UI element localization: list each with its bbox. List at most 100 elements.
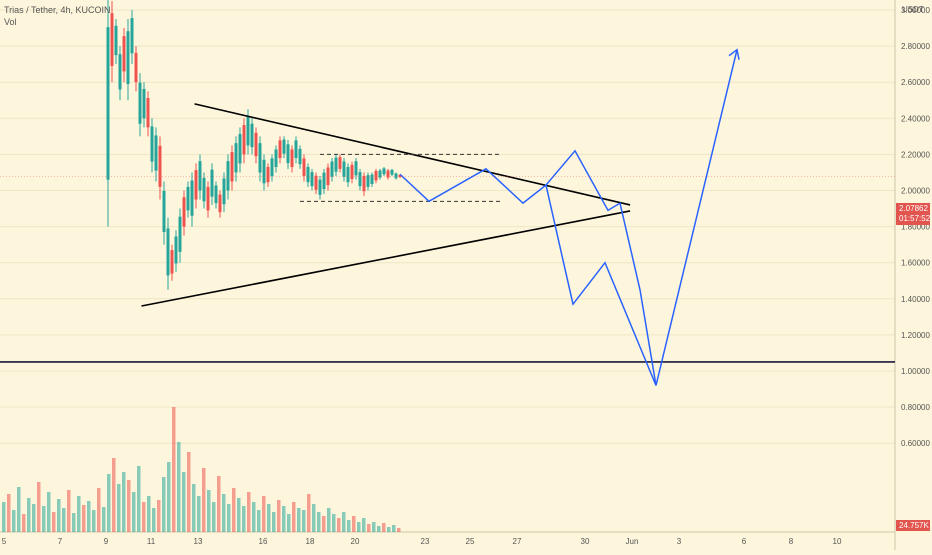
candle-body [230,152,234,182]
volume-bar [377,526,381,532]
volume-indicator-label[interactable]: Vol [4,17,17,27]
candle-body [346,166,350,183]
volume-bar [347,520,351,532]
candle-body [330,161,334,177]
candle-body [122,36,126,72]
volume-bar [232,488,236,532]
volume-bar [107,474,111,532]
price-tick-label: 1.40000 [901,295,930,304]
time-tick-label: 6 [742,537,747,546]
volume-bar [242,506,246,532]
candle-body [182,197,186,227]
volume-bar [372,522,376,532]
price-tick-label: 1.80000 [901,223,930,232]
price-tick-label: 3.00000 [901,6,930,15]
volume-bar [307,494,311,532]
price-tick-label: 2.20000 [901,150,930,159]
time-tick-label: 10 [833,537,842,546]
volume-bar [367,524,371,532]
time-tick-label: 8 [789,537,794,546]
volume-bar [47,492,51,532]
volume-bar [357,522,361,532]
volume-bar [32,504,36,532]
candle-body [306,166,310,183]
candle-body [310,172,314,187]
volume-value-tag: 24.757K [896,520,930,531]
candle-body [290,149,294,168]
projection-arrowhead [728,48,740,60]
time-tick-label: 5 [2,537,7,546]
candle-body [342,161,346,177]
candle-body [110,13,114,66]
candle-body [390,169,394,175]
volume-bar [292,502,296,532]
time-tick-label: 23 [421,537,430,546]
time-tick-label: 3 [677,537,682,546]
price-tick-label: 1.60000 [901,259,930,268]
candle-body [250,123,254,148]
time-tick-label: 16 [259,537,268,546]
price-tick-label: 1.00000 [901,367,930,376]
volume-bar [62,508,66,532]
candle-body [274,149,278,168]
candle-body [154,135,158,171]
volume-bar [137,466,141,532]
time-tick-label: 9 [104,537,109,546]
candle-body [150,126,154,162]
triangle-lower-trendline [141,210,631,307]
volume-bar [257,510,261,532]
candle-body [266,166,270,183]
volume-bar [297,508,301,532]
volume-bar [37,482,41,532]
volume-bar [337,518,341,532]
volume-bar [52,512,56,532]
volume-bar [87,501,91,532]
volume-bar [332,514,336,532]
candle-body [170,250,174,274]
candle-body [126,31,130,85]
candle-body [338,157,342,169]
volume-bar [192,484,196,532]
volume-bar [227,504,231,532]
volume-bar [7,494,11,532]
candle-body [162,190,166,233]
candle-body [166,228,170,276]
candle-body [258,143,262,173]
candle-body [262,159,266,184]
volume-bar [72,513,76,532]
volume-bar [152,508,156,532]
volume-bar [207,490,211,532]
volume-bar [222,494,226,532]
volume-bar [2,502,6,532]
last-price-tag: 2.07862 01:57:52 [896,203,930,225]
candle-body [158,145,162,187]
volume-bar [277,500,281,532]
candle-body [374,171,378,181]
candle-body [202,177,206,202]
time-tick-label: 18 [306,537,315,546]
volume-bar [387,527,391,532]
candle-body [366,175,370,187]
volume-bar [142,502,146,532]
volume-bar [167,462,171,532]
symbol-title: Trias / Tether, 4h, KUCOIN [4,5,111,15]
volume-bar [282,506,286,532]
candle-body [362,175,366,192]
volume-bar [302,510,306,532]
candle-body [118,54,122,90]
volume-bar [17,487,21,532]
candle-body [298,148,302,165]
volume-bar [247,492,251,532]
price-tick-label: 0.80000 [901,403,930,412]
candle-body [198,161,202,191]
candle-body [354,161,358,176]
candle-body [114,25,118,56]
volume-bar [237,498,241,532]
price-tick-label: 2.80000 [901,42,930,51]
candle-body [322,172,326,190]
volume-bar [267,504,271,532]
time-tick-label: 13 [194,537,203,546]
volume-bar [177,442,181,532]
